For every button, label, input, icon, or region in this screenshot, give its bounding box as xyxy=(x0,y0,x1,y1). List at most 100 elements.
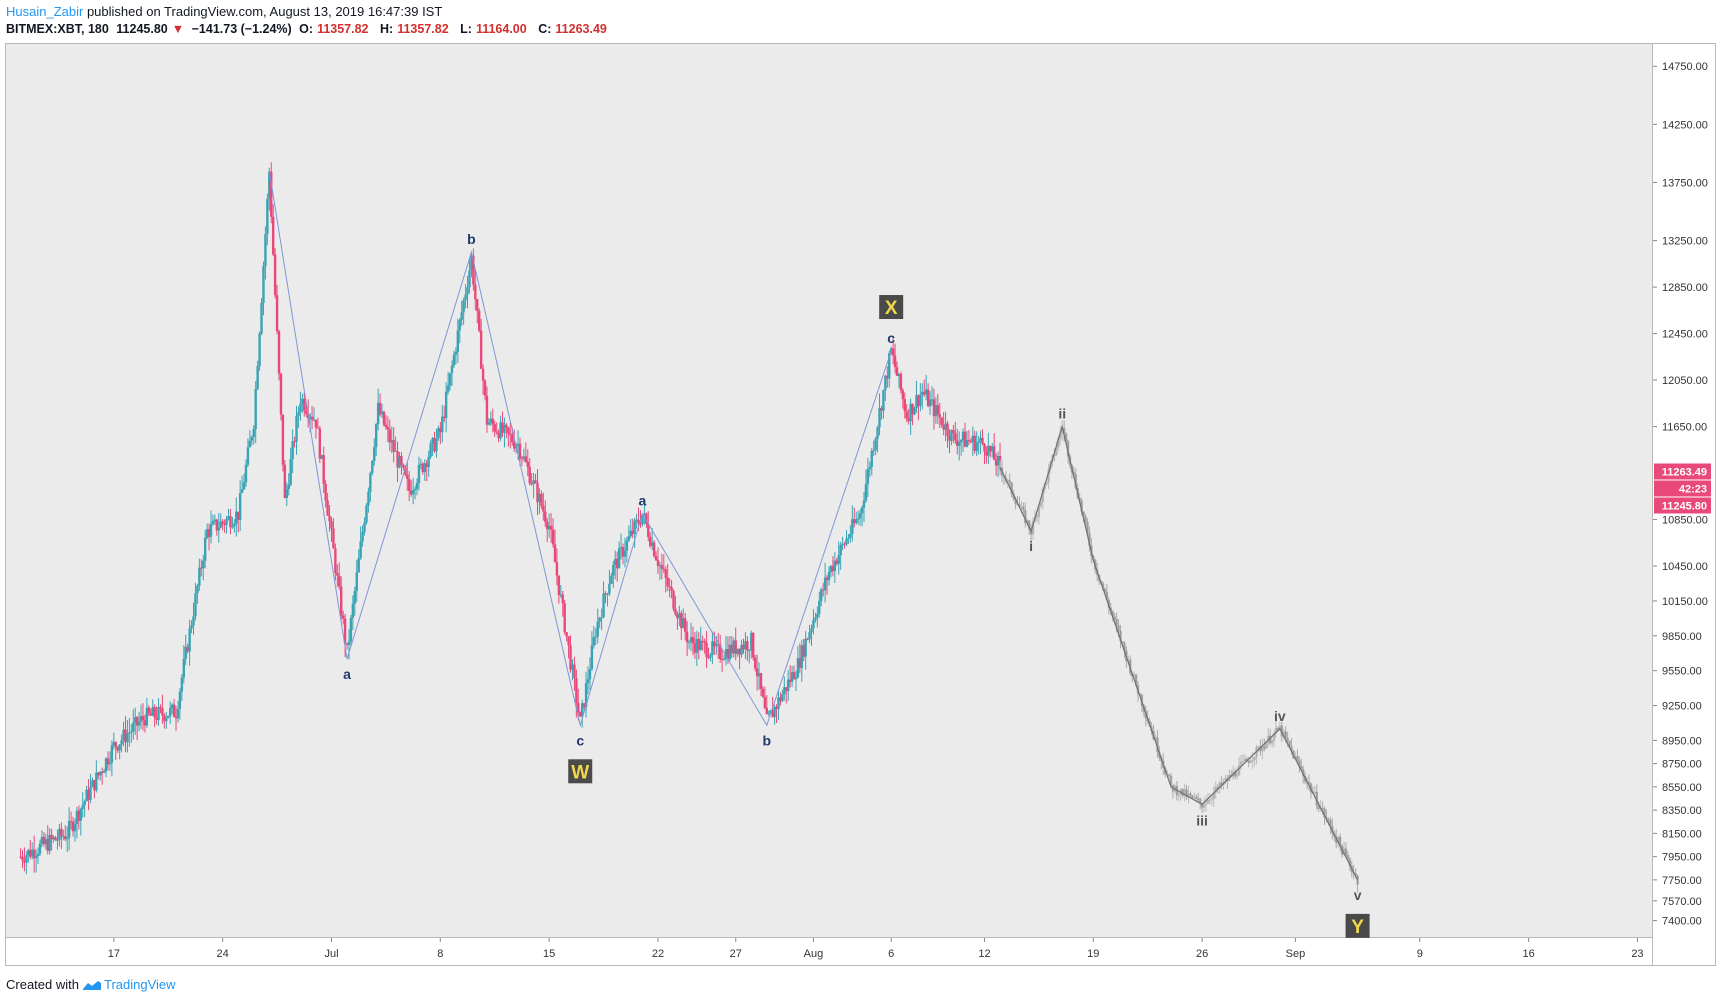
candle-body xyxy=(1218,782,1221,789)
candle-body xyxy=(1243,758,1247,762)
candle-body xyxy=(994,459,998,466)
candle-body xyxy=(1317,805,1320,809)
candle-body xyxy=(1200,803,1204,808)
candle-body xyxy=(728,644,732,660)
y-tick-label: 8750.00 xyxy=(1662,759,1702,771)
price-tags: 11263.49 42:23 11245.80 xyxy=(1654,463,1711,514)
candles-layer xyxy=(19,162,1002,875)
candle-body xyxy=(421,463,425,473)
candle-body xyxy=(571,664,574,670)
tradingview-link[interactable]: TradingView xyxy=(104,977,176,992)
candle-body xyxy=(1206,799,1210,804)
candle-body xyxy=(891,348,895,356)
candle-body xyxy=(215,519,219,531)
candle-body xyxy=(380,411,384,415)
candle-body xyxy=(413,488,417,491)
candle-body xyxy=(1342,848,1346,855)
y-tick-label: 14750.00 xyxy=(1662,61,1708,73)
candle-body xyxy=(734,640,737,654)
candle-body xyxy=(561,594,564,604)
candle-body xyxy=(752,632,755,658)
candle-body xyxy=(820,589,823,601)
candle-body xyxy=(97,772,100,776)
candle-body xyxy=(1010,482,1013,494)
candle-body xyxy=(1167,774,1171,777)
candle-body xyxy=(637,519,640,524)
candle-body xyxy=(755,668,759,677)
published-text: published on TradingView.com, August 13,… xyxy=(86,4,443,19)
candle-body xyxy=(363,522,366,532)
candle-body xyxy=(1251,760,1254,762)
candle-body xyxy=(303,398,306,411)
candle-body xyxy=(1282,731,1285,737)
candle-body xyxy=(542,505,545,512)
candle-body xyxy=(252,429,255,438)
candle-body xyxy=(46,838,49,851)
candle-body xyxy=(1288,740,1291,747)
candle-body xyxy=(1026,520,1029,524)
x-tick-label: Jul xyxy=(324,948,338,960)
candle-body xyxy=(1086,521,1089,533)
candle-body xyxy=(1307,782,1311,784)
candle-body xyxy=(573,664,576,679)
candle-body xyxy=(260,303,263,334)
candle-body xyxy=(388,429,391,443)
candle-body xyxy=(170,704,174,708)
candle-body xyxy=(489,418,493,423)
candle-body xyxy=(882,390,885,411)
candle-body xyxy=(71,821,75,832)
wave-label: i xyxy=(1029,538,1033,554)
candle-body xyxy=(1138,693,1142,695)
candle-body xyxy=(367,491,370,506)
candle-body xyxy=(1101,583,1105,589)
candle-body xyxy=(718,644,722,660)
candle-body xyxy=(1214,787,1217,793)
candle-body xyxy=(205,529,209,538)
candle-body xyxy=(549,525,553,530)
chart-plot-area[interactable] xyxy=(5,43,1653,938)
candle-body xyxy=(501,422,504,433)
candle-body xyxy=(938,414,941,418)
candle-body xyxy=(487,422,491,425)
candle-body xyxy=(203,537,207,561)
candle-body xyxy=(717,643,720,645)
candle-body xyxy=(322,455,325,484)
candle-body xyxy=(1336,836,1340,843)
candle-body xyxy=(969,441,973,443)
candle-body xyxy=(104,758,108,772)
candle-body xyxy=(575,678,578,703)
candle-body xyxy=(477,311,481,331)
candle-body xyxy=(992,446,996,460)
candle-body xyxy=(1237,765,1241,776)
x-tick-label: 12 xyxy=(978,948,990,960)
candle-body xyxy=(110,745,114,763)
author-link[interactable]: Husain_Zabir xyxy=(6,4,84,19)
candle-body xyxy=(757,673,761,677)
candle-body xyxy=(903,399,906,412)
candle-body xyxy=(979,437,982,442)
candle-body xyxy=(254,388,257,430)
wave-label: b xyxy=(467,231,476,247)
candle-body xyxy=(975,442,978,451)
candle-body xyxy=(349,617,353,642)
candle-body xyxy=(1014,498,1017,504)
candle-body xyxy=(178,691,182,709)
candle-body xyxy=(485,395,489,425)
candle-body xyxy=(788,679,792,682)
candle-body xyxy=(378,402,382,415)
candle-body xyxy=(1263,746,1266,749)
candle-body xyxy=(1072,472,1076,475)
candle-body xyxy=(750,632,753,651)
candle-body xyxy=(759,673,763,689)
candle-body xyxy=(765,707,769,715)
candle-body xyxy=(1008,480,1011,483)
candle-body xyxy=(168,707,172,716)
candle-body xyxy=(328,515,331,522)
candle-body xyxy=(345,643,349,645)
candle-body xyxy=(602,593,605,618)
time-axis[interactable] xyxy=(5,938,1653,966)
candle-body xyxy=(36,853,40,856)
candle-body xyxy=(726,649,730,660)
candle-body xyxy=(596,621,599,637)
